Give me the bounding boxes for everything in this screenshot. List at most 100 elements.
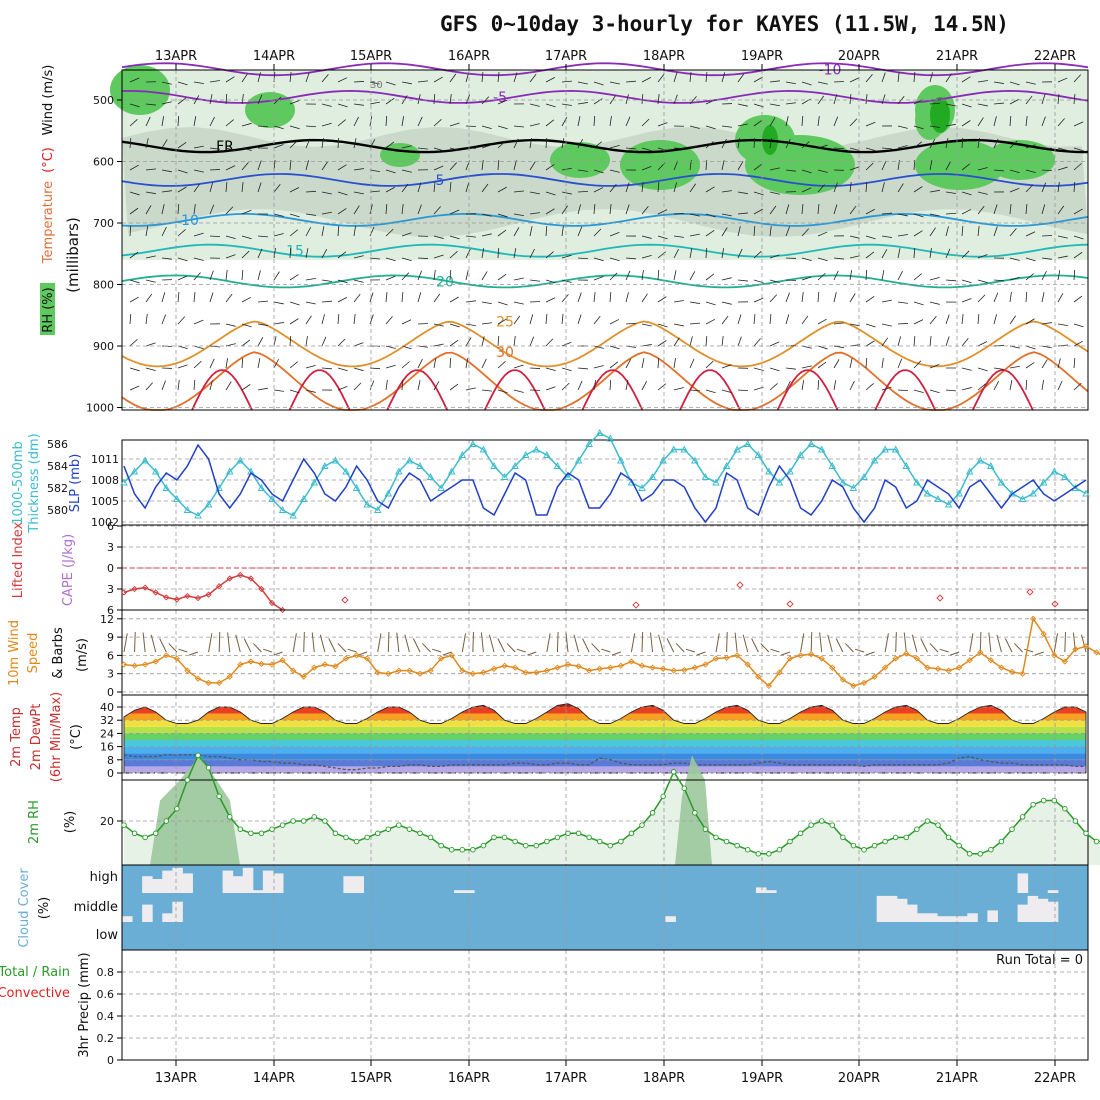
wind-barb [480,632,484,653]
data-point [786,467,794,475]
time-axes: 13APR 13APR 14APR 14APR 15APR 15APR 16APR 16APR… [155,49,1076,1086]
data-point [258,660,265,668]
wind-barb [1025,231,1036,237]
wind-barb [721,336,724,347]
wind-barb [897,248,901,259]
wind-barb [1034,651,1044,656]
wind-barb [561,279,572,283]
data-point [120,661,128,668]
isotherm-line [121,243,1089,258]
wind-barb [977,294,986,303]
wind-barb [689,213,700,217]
wind-barb [897,213,908,217]
wind-barb [993,81,1004,84]
wind-barb [849,147,860,152]
wind-barb [753,208,763,215]
wind-barb [881,160,887,171]
isotherm-label: 25 [496,314,514,330]
wind-barb [303,632,305,653]
wind-barb [257,248,263,259]
wind-barb [849,77,860,83]
cloud-bar [464,890,475,893]
wind-barb [689,358,695,369]
wind-barb [593,345,604,349]
wind-barb [705,125,716,130]
wind-barb [705,99,716,105]
temp-tick-label: 0 [107,767,114,780]
wind-barb [705,213,716,218]
data-point [279,657,286,664]
wind-barb [289,389,300,394]
wind-barb [817,231,828,237]
wind-barb [753,367,764,371]
wind-barb [1057,293,1064,303]
wind-barb [177,169,188,174]
wind-barb [641,380,648,391]
date-label-top: 21APR [936,49,978,64]
data-point [850,842,857,849]
cloud-bar [766,890,777,893]
rh-label: 30 [370,80,383,91]
wind-barb [353,293,361,303]
wind-barb [545,338,554,347]
wind-barb [1073,382,1082,391]
wind-barb [273,248,276,259]
wind-barb [673,147,685,150]
wind-barb [257,235,268,238]
data-point [744,661,751,668]
wind-barb [705,318,716,325]
wind-barb [593,228,602,237]
data-point [776,846,783,853]
wind-barb [225,381,232,391]
wind-barb [305,301,316,305]
data-point [1051,600,1059,608]
wind-barb [257,160,262,171]
wind-barb [561,314,564,325]
wind-barb [513,248,517,259]
wind-barb [705,389,716,394]
wind-barb [497,99,508,105]
wind-barb [593,115,596,127]
date-label-bottom: 16APR [448,1071,490,1086]
wind-barb [369,169,380,173]
wind-barb [705,360,714,369]
wind-barb [145,367,156,371]
wind-barb [884,633,889,653]
wind-barb [177,380,180,391]
wind-barb [769,294,778,303]
wind-barb [433,147,444,152]
pressure-tick-label: 900 [93,340,114,353]
isotherm-line [776,369,839,411]
wind-barb [849,255,860,259]
temp-axis-label: 2m Temp [9,707,24,767]
data-point [575,663,582,670]
wind-barb [561,226,564,237]
wind-barb [545,119,555,127]
data-point [225,467,234,475]
wind-barb [546,633,551,653]
wind-barb [449,122,460,127]
wind-barb [961,367,972,371]
data-point [839,478,847,486]
wind-barb [833,147,845,149]
wind-barb [577,138,583,149]
wind-barb [529,279,540,282]
wind-barb [897,389,909,392]
wind-barb [577,314,582,325]
wind-barb [481,144,492,149]
data-point [352,484,361,491]
cloud-layer-label: high [90,870,118,885]
data-point [131,585,138,593]
wind-barb [353,382,362,391]
wind-barb [721,389,732,394]
data-point [406,667,413,674]
wind-barb [673,94,678,105]
data-point [840,834,846,841]
data-point [131,662,138,669]
wind-barb [913,141,923,149]
wind-barb [145,382,154,391]
data-point [141,456,149,464]
wind-barb [801,257,812,261]
data-point [998,664,1005,671]
wind-barb [252,643,262,653]
